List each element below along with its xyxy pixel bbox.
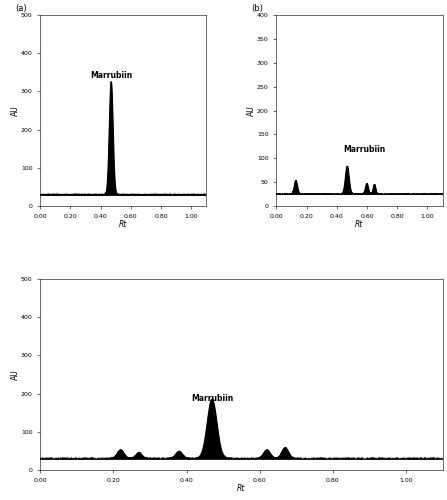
Text: Marrubiin: Marrubiin	[90, 71, 132, 80]
Text: Marrubiin: Marrubiin	[191, 394, 233, 403]
X-axis label: Rt: Rt	[119, 220, 127, 229]
Text: Marrubiin: Marrubiin	[343, 144, 385, 154]
Text: (a): (a)	[15, 4, 27, 13]
Text: (b): (b)	[251, 4, 263, 13]
X-axis label: Rt: Rt	[355, 220, 363, 229]
X-axis label: Rt: Rt	[237, 484, 245, 493]
Y-axis label: AU: AU	[10, 369, 20, 380]
Y-axis label: AU: AU	[10, 105, 20, 116]
Y-axis label: AU: AU	[246, 105, 256, 116]
